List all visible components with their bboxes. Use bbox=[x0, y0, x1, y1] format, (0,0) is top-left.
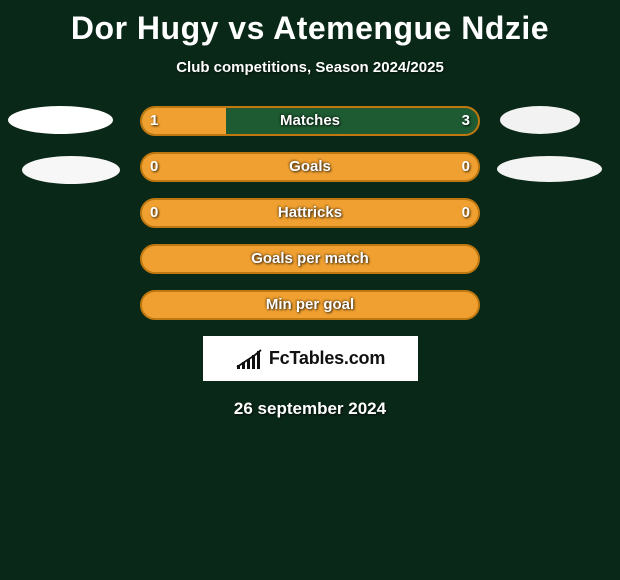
date-text: 26 september 2024 bbox=[0, 399, 620, 419]
bar-track bbox=[140, 106, 480, 136]
bar-track bbox=[140, 198, 480, 228]
stat-row-min-per-goal: Min per goal bbox=[0, 290, 620, 320]
page-title: Dor Hugy vs Atemengue Ndzie bbox=[0, 0, 620, 47]
stat-row-hattricks: 0 0 Hattricks bbox=[0, 198, 620, 228]
logo: FcTables.com bbox=[235, 347, 385, 371]
bar-track bbox=[140, 290, 480, 320]
stats-area: 1 3 Matches 0 0 Goals 0 0 Hattricks Goal… bbox=[0, 106, 620, 320]
bar-track bbox=[140, 152, 480, 182]
page-subtitle: Club competitions, Season 2024/2025 bbox=[0, 59, 620, 76]
stat-row-goals: 0 0 Goals bbox=[0, 152, 620, 182]
bar-chart-icon bbox=[235, 347, 265, 371]
stat-row-matches: 1 3 Matches bbox=[0, 106, 620, 136]
logo-text: FcTables.com bbox=[269, 348, 385, 369]
logo-box: FcTables.com bbox=[203, 336, 418, 381]
bar-fill bbox=[142, 108, 226, 134]
bar-track bbox=[140, 244, 480, 274]
stat-row-goals-per-match: Goals per match bbox=[0, 244, 620, 274]
